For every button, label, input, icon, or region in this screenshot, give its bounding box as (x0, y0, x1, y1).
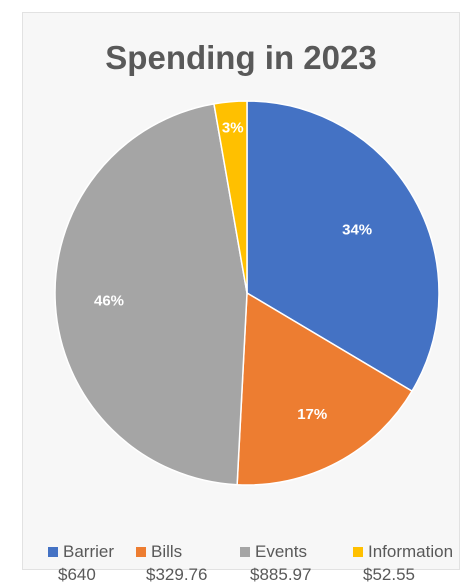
legend-item-events: Events $885.97 (240, 541, 311, 585)
pie-slice-events (54, 102, 248, 486)
pie-data-label-barrier: 34% (342, 221, 372, 238)
pie-data-label-bills: 17% (297, 406, 327, 423)
legend-item-barrier: Barrier $640 (48, 541, 114, 585)
pie-slice-barrier (246, 100, 440, 393)
legend-label: Events (255, 542, 307, 561)
legend-swatch (240, 547, 250, 557)
chart-title: Spending in 2023 (105, 39, 377, 76)
legend-swatch (136, 547, 146, 557)
legend-item-bills: Bills $329.76 (136, 541, 207, 585)
legend-label: Bills (151, 542, 183, 561)
pie-slice-bills (236, 291, 414, 486)
legend-value: $52.55 (363, 565, 415, 584)
pie-slice-information (213, 100, 248, 294)
chart-legend: Barrier $640 Bills $329.76 Events $885.97 Info… (48, 541, 468, 587)
legend-label: Information (368, 542, 454, 561)
legend-label: Barrier (63, 542, 115, 561)
legend-value: $329.76 (146, 565, 208, 584)
legend-value: $885.97 (250, 565, 312, 584)
legend-value: $640 (58, 565, 96, 584)
legend-swatch (48, 547, 58, 557)
pie-data-label-information: 3% (222, 119, 244, 136)
legend-item-information: Information $52.55 (353, 541, 453, 585)
legend-swatch (353, 547, 363, 557)
pie-data-label-events: 46% (94, 292, 124, 309)
